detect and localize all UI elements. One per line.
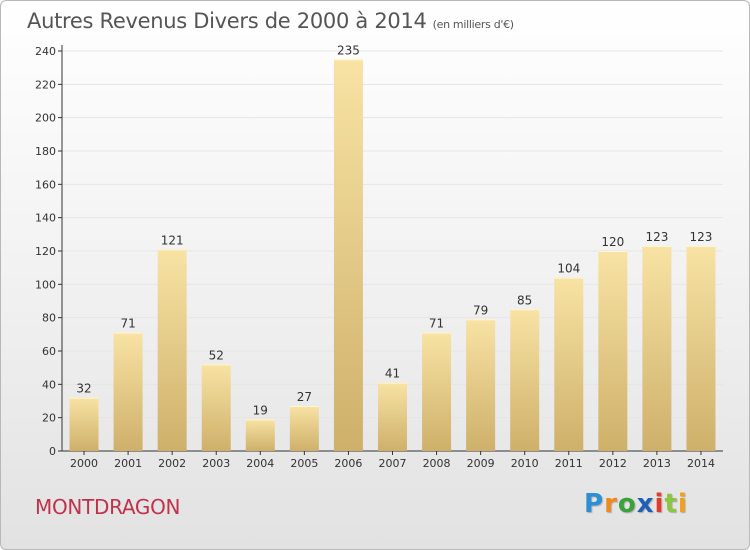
logo-letter: i bbox=[677, 489, 688, 519]
data-label: 27 bbox=[297, 390, 312, 404]
bar bbox=[554, 277, 584, 451]
x-tick-label: 2000 bbox=[70, 457, 98, 470]
y-tick-label: 40 bbox=[42, 378, 56, 391]
data-label: 85 bbox=[517, 293, 532, 307]
x-tick-label: 2003 bbox=[202, 457, 230, 470]
proxiti-logo: Proxiti bbox=[584, 489, 688, 519]
logo-letter: i bbox=[654, 489, 665, 519]
data-label: 79 bbox=[473, 303, 488, 317]
x-tick-label: 2009 bbox=[467, 457, 495, 470]
data-label: 235 bbox=[337, 43, 360, 57]
bar bbox=[686, 246, 716, 451]
bar bbox=[289, 406, 319, 451]
x-tick-label: 2014 bbox=[687, 457, 715, 470]
data-label: 120 bbox=[601, 235, 624, 249]
chart-title: Autres Revenus Divers de 2000 à 2014 (en … bbox=[27, 9, 514, 33]
chart-title-text: Autres Revenus Divers de 2000 à 2014 bbox=[27, 9, 427, 33]
data-label: 19 bbox=[253, 403, 268, 417]
x-tick-label: 2001 bbox=[114, 457, 142, 470]
bar bbox=[466, 319, 496, 451]
x-tick-label: 2012 bbox=[599, 457, 627, 470]
y-tick-label: 160 bbox=[35, 178, 56, 191]
bar bbox=[113, 332, 143, 451]
logo-letter: r bbox=[604, 489, 618, 519]
y-tick-label: 0 bbox=[49, 445, 56, 458]
x-tick-label: 2002 bbox=[158, 457, 186, 470]
logo-letter: t bbox=[664, 489, 678, 519]
x-tick-label: 2007 bbox=[379, 457, 407, 470]
y-tick-label: 240 bbox=[35, 45, 56, 58]
data-label: 71 bbox=[429, 317, 444, 331]
y-tick-label: 200 bbox=[35, 112, 56, 125]
data-label: 32 bbox=[76, 382, 91, 396]
bar bbox=[245, 419, 275, 451]
data-label: 104 bbox=[557, 262, 580, 276]
y-tick-label: 100 bbox=[35, 278, 56, 291]
y-tick-label: 20 bbox=[42, 412, 56, 425]
data-label: 71 bbox=[120, 317, 135, 331]
data-label: 123 bbox=[645, 230, 668, 244]
logo-letter: P bbox=[584, 489, 605, 519]
bar bbox=[333, 59, 363, 451]
x-tick-label: 2013 bbox=[643, 457, 671, 470]
bar bbox=[422, 332, 452, 451]
y-tick-label: 180 bbox=[35, 145, 56, 158]
x-tick-label: 2005 bbox=[290, 457, 318, 470]
logo-letter: o bbox=[617, 489, 637, 519]
y-tick-label: 140 bbox=[35, 212, 56, 225]
x-tick-label: 2008 bbox=[423, 457, 451, 470]
data-label: 52 bbox=[209, 348, 224, 362]
y-tick-label: 60 bbox=[42, 345, 56, 358]
x-tick-label: 2011 bbox=[555, 457, 583, 470]
x-tick-label: 2006 bbox=[334, 457, 362, 470]
data-label: 121 bbox=[161, 233, 184, 247]
bar bbox=[378, 382, 407, 451]
bar bbox=[598, 251, 628, 451]
logo-letter: x bbox=[636, 489, 655, 519]
bar bbox=[642, 246, 672, 451]
data-label: 41 bbox=[385, 367, 400, 381]
data-label: 123 bbox=[690, 230, 713, 244]
y-tick-label: 80 bbox=[42, 312, 56, 325]
chart-subtitle: (en milliers d'€) bbox=[432, 18, 514, 31]
bar bbox=[157, 249, 187, 451]
bar bbox=[201, 364, 231, 451]
bar bbox=[69, 397, 99, 451]
x-tick-label: 2004 bbox=[246, 457, 274, 470]
town-name: MONTDRAGON bbox=[35, 495, 181, 519]
y-tick-label: 220 bbox=[35, 78, 56, 91]
x-tick-label: 2010 bbox=[511, 457, 539, 470]
y-tick-label: 120 bbox=[35, 245, 56, 258]
bar bbox=[510, 309, 540, 451]
